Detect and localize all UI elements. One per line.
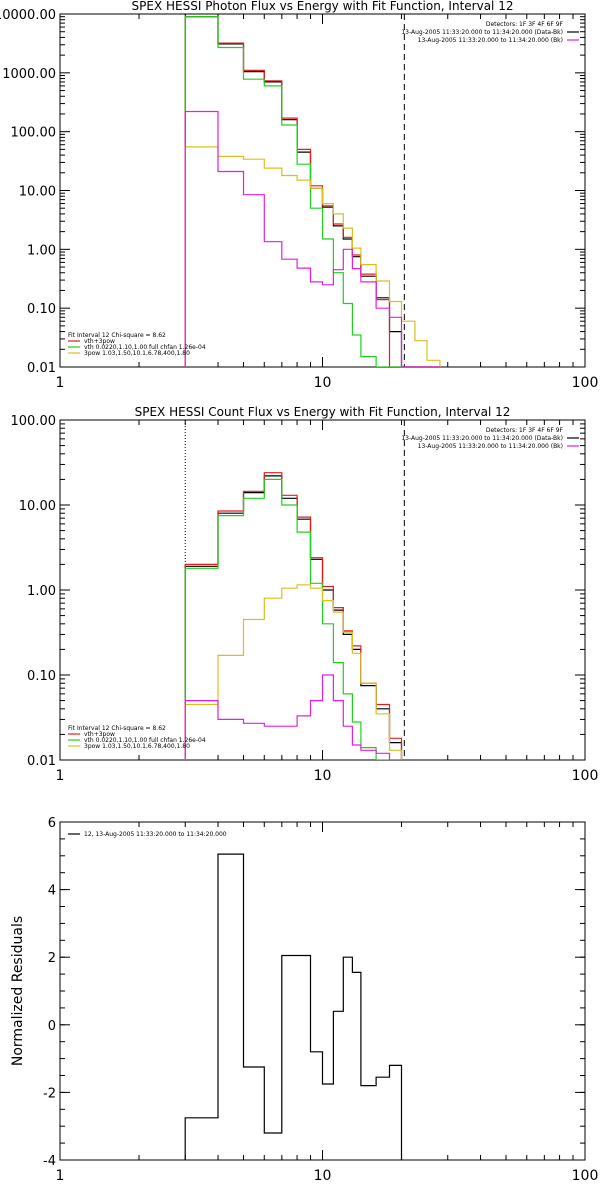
- y-tick-label: -2: [43, 1086, 56, 1101]
- x-tick-label: 100: [572, 1168, 599, 1184]
- y-tick-label: 0.10: [27, 302, 56, 317]
- y-tick-label: 100.00: [11, 414, 57, 429]
- legend-item: 3pow 1.03,1.50,10.1,6.78,400,1.80: [84, 350, 190, 357]
- photon-flux-plot: 1 10 100 0.01 0.10 1.00 10.00 100.00 1000.00 1000…: [0, 0, 598, 391]
- y-tick-label: 4: [48, 884, 56, 899]
- count-flux-title: SPEX HESSI Count Flux vs Energy with Fit…: [135, 405, 511, 419]
- x-tick-label: 10: [314, 768, 332, 784]
- legend-item: vth 0.0220,1.10,1.00 full chfan 1.26e-04: [84, 737, 206, 744]
- x-tick-label: 100: [572, 768, 599, 784]
- y-tick-label: 10.00: [19, 499, 56, 514]
- legend-item: vth+3pow: [84, 731, 115, 738]
- photon-flux-title: SPEX HESSI Photon Flux vs Energy with Fi…: [132, 0, 514, 13]
- y-tick-label: 1.00: [27, 584, 56, 599]
- series-bk-line: [184, 110, 440, 367]
- y-tick-label: 10000.00: [0, 8, 56, 23]
- y-tick-label: 10.00: [19, 185, 56, 200]
- x-tick-label: 10: [314, 375, 332, 391]
- header-line: 13-Aug-2005 11:33:20.000 to 11:34:20.000…: [401, 435, 563, 442]
- y-tick-label: 100.00: [11, 126, 57, 141]
- x-tick-label: 100: [572, 375, 599, 391]
- header-line: 13-Aug-2005 11:33:20.000 to 11:34:20.000…: [418, 443, 563, 450]
- y-axis-label: Normalized Residuals: [10, 916, 26, 1066]
- series-3pow-line: [184, 146, 441, 367]
- legend-item: 3pow 1.03,1.50,10.1,6.78,400,1.80: [84, 743, 190, 750]
- legend-item: vth+3pow: [84, 338, 115, 345]
- residuals-frame: [59, 821, 586, 1161]
- y-tick-label: 6: [48, 816, 56, 831]
- legend-title: Fit Interval 12 Chi-square = 8.62: [68, 332, 166, 339]
- residuals-plot: 1 10 100 -4 -2 0 2 4 6 Normalized Residuals 12, 13…: [10, 816, 598, 1184]
- legend-title: Fit Interval 12 Chi-square = 8.62: [68, 725, 166, 732]
- y-tick-label: 1000.00: [2, 67, 56, 82]
- series-vth-line: [184, 16, 440, 367]
- y-tick-label: 0.10: [27, 669, 56, 684]
- legend-item: vth 0.0220,1.10,1.00 full chfan 1.26e-04: [84, 344, 206, 351]
- y-tick-label: 2: [48, 951, 56, 966]
- count-flux-plot: 1 10 100 0.01 0.10 1.00 10.00 100.00 SPEX HESSI …: [11, 405, 599, 784]
- y-tick-label: 0.01: [27, 361, 56, 376]
- x-tick-label: 1: [56, 1168, 65, 1184]
- x-tick-label: 1: [56, 375, 65, 391]
- y-tick-label: 0: [48, 1019, 56, 1034]
- y-tick-label: -4: [43, 1154, 56, 1169]
- header-line: 13-Aug-2005 11:33:20.000 to 11:34:20.000…: [401, 29, 563, 36]
- y-tick-label: 1.00: [27, 243, 56, 258]
- x-tick-label: 10: [314, 1168, 332, 1184]
- header-line: Detectors: 1F 3F 4F 6F 9F: [486, 21, 564, 28]
- x-tick-label: 1: [56, 768, 65, 784]
- legend-item: 12, 13-Aug-2005 11:33:20.000 to 11:34:20…: [84, 831, 227, 838]
- header-line: 13-Aug-2005 11:33:20.000 to 11:34:20.000…: [418, 37, 563, 44]
- series-12-13-aug-2005-11-33-20-000-to-11-34-20-000-line: [184, 853, 403, 1160]
- y-tick-label: 0.01: [27, 754, 56, 769]
- series-bk-line: [184, 674, 402, 760]
- series-vth-line: [184, 478, 402, 760]
- series-3pow-line: [184, 584, 403, 760]
- header-line: Detectors: 1F 3F 4F 6F 9F: [486, 427, 564, 434]
- series-vth-3pow-line: [184, 16, 440, 367]
